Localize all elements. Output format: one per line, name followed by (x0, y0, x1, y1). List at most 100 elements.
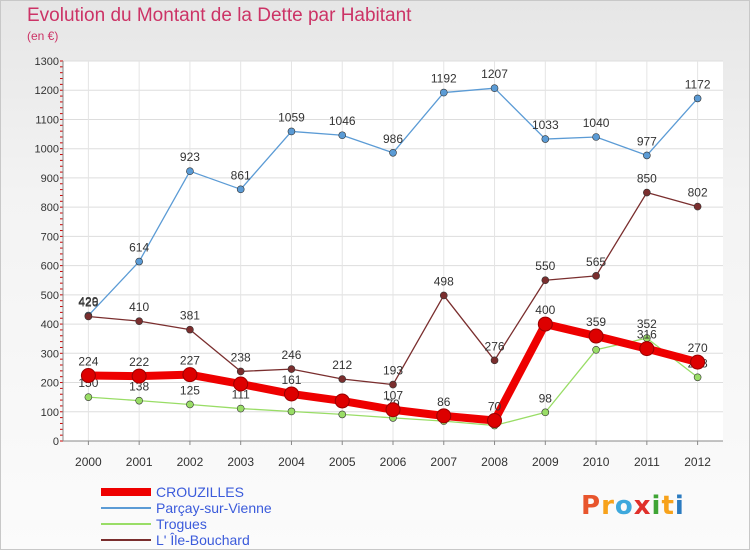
data-point (439, 291, 448, 300)
x-tick-label: 2007 (430, 455, 457, 469)
legend-label: CROUZILLES (156, 484, 244, 500)
y-tick-label: 200 (41, 378, 59, 390)
logo-letter: t (661, 491, 675, 521)
data-label: 498 (434, 274, 454, 288)
data-label: 352 (637, 317, 657, 331)
data-label: 125 (180, 383, 200, 397)
x-tick-label: 2003 (227, 455, 254, 469)
legend-item-crouzilles: CROUZILLES (101, 484, 361, 500)
data-point (436, 408, 452, 424)
data-point (186, 400, 194, 409)
data-label: 161 (281, 373, 301, 387)
data-point (287, 407, 296, 416)
y-tick-label: 800 (41, 202, 59, 214)
data-point (84, 393, 93, 401)
data-point (233, 376, 249, 392)
data-label: 138 (129, 380, 149, 394)
x-tick-label: 2000 (75, 455, 102, 469)
data-point (287, 365, 296, 373)
data-label: 270 (688, 341, 708, 355)
y-tick-label: 1100 (35, 114, 59, 126)
data-point (186, 167, 194, 175)
logo-letter: i (674, 491, 685, 521)
data-point (338, 375, 347, 383)
logo-letter: o (614, 491, 634, 521)
data-label: 276 (485, 339, 505, 353)
x-tick-label: 2008 (481, 455, 508, 469)
data-label: 222 (129, 355, 149, 369)
data-label: 426 (78, 295, 98, 309)
data-point (537, 316, 553, 332)
legend-swatch (101, 507, 151, 509)
x-tick-label: 2006 (380, 455, 407, 469)
legend-swatch (101, 488, 151, 496)
y-tick-label: 1000 (35, 144, 59, 156)
data-label: 410 (129, 300, 149, 314)
data-point (693, 373, 702, 382)
unit-label: (en €) (27, 29, 59, 43)
y-tick-label: 500 (41, 290, 59, 302)
legend-swatch (101, 539, 151, 541)
x-tick-label: 2012 (684, 455, 711, 469)
x-tick-label: 2001 (126, 455, 153, 469)
data-point (690, 354, 706, 370)
logo-letter: r (601, 491, 615, 521)
x-tick-label: 2005 (329, 455, 356, 469)
data-point (592, 133, 600, 141)
data-label: 107 (383, 389, 403, 403)
data-label: 193 (383, 364, 403, 378)
x-tick-label: 2010 (583, 455, 610, 469)
y-tick-label: 1200 (35, 85, 59, 97)
data-point (439, 88, 448, 97)
data-label: 802 (688, 186, 708, 200)
y-tick-label: 400 (41, 319, 59, 331)
data-point (541, 135, 550, 143)
y-tick-label: 300 (41, 348, 59, 360)
data-label: 550 (535, 259, 555, 273)
legend-swatch (101, 523, 151, 525)
legend-item-ile-bouchard: L' Île-Bouchard (101, 532, 361, 548)
x-tick-label: 2009 (532, 455, 559, 469)
chart-title: Evolution du Montant de la Dette par Hab… (27, 5, 412, 26)
data-label: 1059 (278, 110, 305, 124)
data-label: 1033 (532, 118, 559, 132)
data-point (287, 127, 296, 136)
data-point (490, 356, 499, 365)
data-point (490, 84, 499, 92)
y-tick-label: 700 (41, 231, 59, 243)
data-label: 227 (180, 354, 200, 368)
data-point (283, 386, 299, 402)
data-label: 861 (231, 168, 251, 182)
data-point (186, 325, 194, 334)
y-tick-label: 1300 (35, 56, 59, 68)
data-point (588, 328, 604, 344)
data-label: 316 (637, 328, 657, 342)
data-label: 1040 (583, 116, 610, 130)
data-label: 111 (232, 388, 251, 402)
data-label: 1046 (329, 114, 356, 128)
data-point (131, 368, 147, 384)
y-tick-label: 600 (41, 261, 59, 273)
data-label: 86 (437, 395, 451, 409)
data-point (135, 396, 143, 405)
data-label: 238 (231, 350, 251, 364)
data-label: 1172 (685, 77, 711, 91)
proxiti-logo: Proxiti (581, 491, 685, 521)
logo-letter: P (581, 491, 602, 521)
data-point (541, 408, 550, 417)
data-point (389, 148, 397, 157)
legend-label: Trogues (156, 516, 207, 532)
data-point (236, 404, 245, 413)
x-tick-label: 2002 (177, 455, 204, 469)
y-tick-label: 100 (41, 407, 59, 419)
data-point (385, 402, 401, 418)
data-point (135, 317, 143, 325)
data-label: 98 (539, 391, 553, 405)
x-tick-label: 2011 (634, 455, 660, 469)
data-label: 1192 (431, 72, 457, 86)
data-label: 212 (332, 358, 352, 372)
data-point (643, 188, 651, 197)
data-label: 850 (637, 172, 657, 186)
